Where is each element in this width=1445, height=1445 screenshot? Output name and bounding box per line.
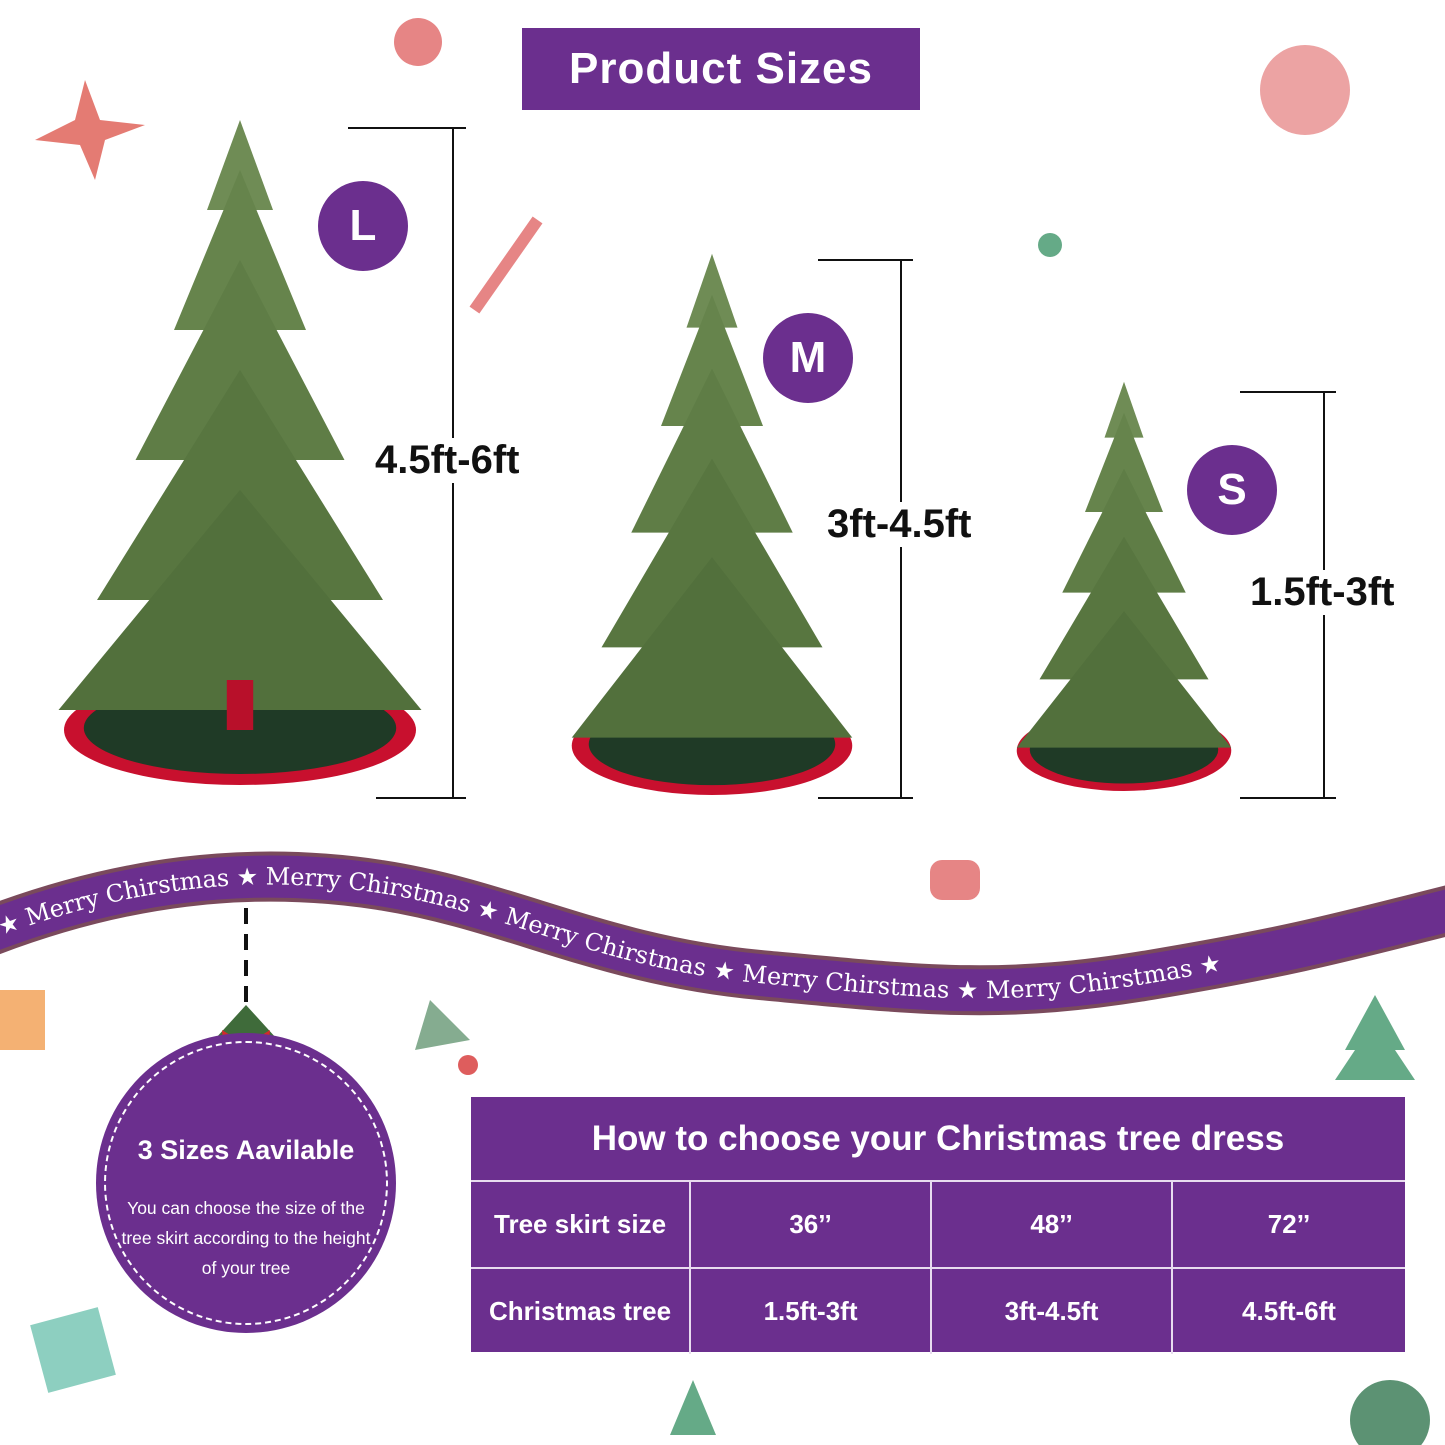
table-cell: 48’’ <box>930 1182 1171 1267</box>
badge-text: You can choose the size of the tree skir… <box>121 1198 371 1278</box>
row-label: Tree skirt size <box>494 1209 667 1239</box>
row-label: Christmas tree <box>488 1296 672 1326</box>
table-cell: 3ft-4.5ft <box>930 1269 1171 1354</box>
size-badge-large: L <box>318 181 408 271</box>
table-cell: 36’’ <box>689 1182 930 1267</box>
page-title: Product Sizes <box>522 28 920 110</box>
table-title: How to choose your Christmas tree dress <box>471 1097 1405 1182</box>
table-row: Tree skirt size 36’’ 48’’ 72’’ <box>471 1182 1405 1267</box>
svg-text:★ Merry Chirstmas ★: ★ Merry Chirstmas ★ Merry Chirstmas ★ Me… <box>0 862 1223 1004</box>
height-label-small: 1.5ft-3ft <box>1248 570 1397 615</box>
badge-dashed-ring <box>104 1041 388 1325</box>
badge-title: 3 Sizes Aavilable <box>137 1135 355 1165</box>
table-cell: 72’’ <box>1171 1182 1405 1267</box>
decorations <box>0 18 1430 1445</box>
table-row: Christmas tree 1.5ft-3ft 3ft-4.5ft 4.5ft… <box>471 1267 1405 1354</box>
size-badge-medium: M <box>763 313 853 403</box>
table-cell: 4.5ft-6ft <box>1171 1269 1405 1354</box>
size-badge-small: S <box>1187 445 1277 535</box>
tree-large <box>58 120 422 785</box>
size-guide-table: How to choose your Christmas tree dress … <box>471 1097 1405 1354</box>
ribbon: ★ Merry Chirstmas ★ Merry Chirstmas ★ Me… <box>0 851 1445 1016</box>
tree-small <box>1016 381 1232 791</box>
height-label-medium: 3ft-4.5ft <box>825 502 974 547</box>
tree-medium <box>571 253 853 795</box>
height-label-large: 4.5ft-6ft <box>373 438 522 483</box>
ribbon-text: ★ Merry Chirstmas ★ Merry Chirstmas ★ Me… <box>0 862 1223 1004</box>
sizes-available-badge: 3 Sizes Aavilable You can choose the siz… <box>96 1033 396 1333</box>
table-cell: 1.5ft-3ft <box>689 1269 930 1354</box>
